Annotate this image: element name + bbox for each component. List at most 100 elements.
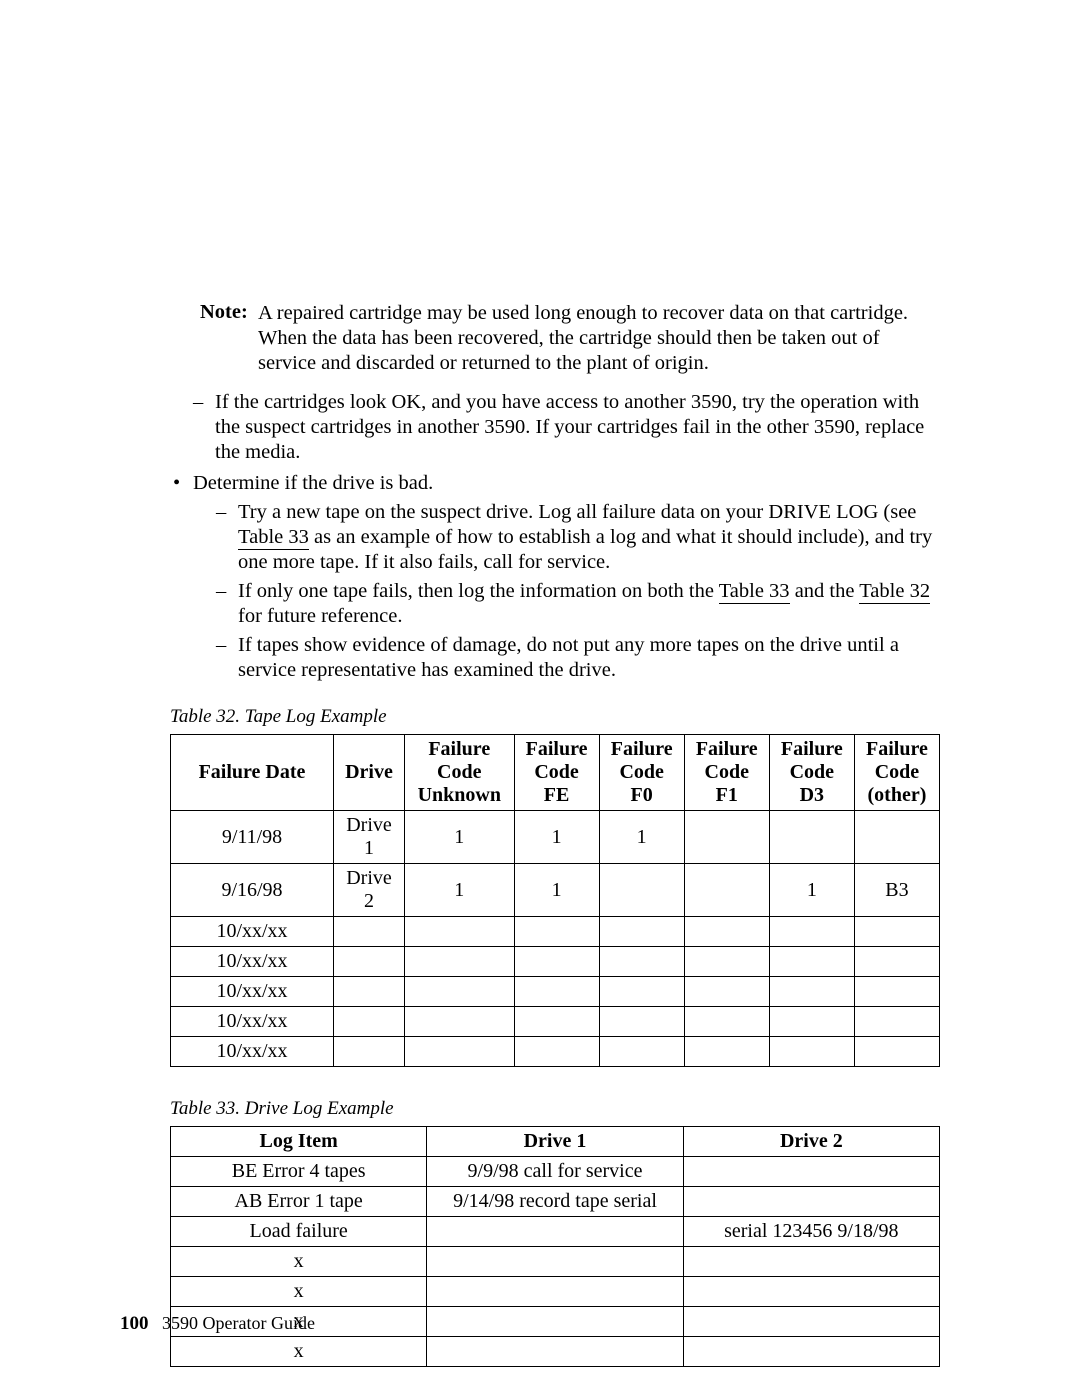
table-32-caption: Table 32. Tape Log Example — [170, 705, 940, 728]
link-table-33[interactable]: Table 33 — [719, 580, 790, 604]
table-cell — [599, 977, 684, 1007]
table-33-caption: Table 33. Drive Log Example — [170, 1097, 940, 1120]
col-drive-1: Drive 1 — [427, 1127, 683, 1157]
table-row: 10/xx/xx — [171, 1007, 940, 1037]
table-cell: B3 — [854, 864, 939, 917]
table-cell — [427, 1307, 683, 1337]
table-cell — [683, 1277, 939, 1307]
note-block: Note: A repaired cartridge may be used l… — [200, 300, 940, 376]
dash-item: Try a new tape on the suspect drive. Log… — [216, 500, 940, 575]
table-cell: x — [171, 1277, 427, 1307]
table-cell: Load failure — [171, 1217, 427, 1247]
table-cell — [854, 947, 939, 977]
page: Note: A repaired cartridge may be used l… — [0, 0, 1080, 1397]
table-cell — [514, 1007, 599, 1037]
table-cell — [334, 947, 405, 977]
table-cell: Drive2 — [334, 864, 405, 917]
table-cell — [514, 917, 599, 947]
col-other: FailureCode(other) — [854, 735, 939, 811]
dash-item: If the cartridges look OK, and you have … — [193, 390, 940, 465]
table-cell — [769, 1037, 854, 1067]
table-cell — [854, 811, 939, 864]
col-failure-date: Failure Date — [171, 735, 334, 811]
table-cell — [769, 1007, 854, 1037]
table-header-row: Failure Date Drive FailureCodeUnknown Fa… — [171, 735, 940, 811]
table-cell — [683, 1187, 939, 1217]
dash-item: If only one tape fails, then log the inf… — [216, 579, 940, 629]
table-row: 10/xx/xx — [171, 947, 940, 977]
table-row: 10/xx/xx — [171, 1037, 940, 1067]
table-cell — [405, 947, 515, 977]
table-cell — [684, 947, 769, 977]
table-cell — [599, 864, 684, 917]
col-d3: FailureCodeD3 — [769, 735, 854, 811]
table-cell: 10/xx/xx — [171, 1037, 334, 1067]
note-text: A repaired cartridge may be used long en… — [258, 301, 940, 376]
table-cell — [334, 1037, 405, 1067]
table-header-row: Log Item Drive 1 Drive 2 — [171, 1127, 940, 1157]
table-row: 9/11/98Drive1111 — [171, 811, 940, 864]
table-cell — [427, 1247, 683, 1277]
table-row: 9/16/98Drive2111B3 — [171, 864, 940, 917]
table-cell — [514, 947, 599, 977]
table-cell: 10/xx/xx — [171, 977, 334, 1007]
table-cell — [854, 977, 939, 1007]
col-log-item: Log Item — [171, 1127, 427, 1157]
page-footer: 100 3590 Operator Guide — [120, 1312, 315, 1335]
table-row: x — [171, 1337, 940, 1367]
bullet-text: Determine if the drive is bad. — [193, 472, 433, 494]
page-number: 100 — [120, 1313, 149, 1334]
table-cell: 1 — [514, 864, 599, 917]
table-cell — [334, 917, 405, 947]
table-cell: 1 — [599, 811, 684, 864]
table-cell — [405, 977, 515, 1007]
table-cell: 9/14/98 record tape serial — [427, 1187, 683, 1217]
table-cell — [405, 1037, 515, 1067]
table-cell: 1 — [769, 864, 854, 917]
col-f0: FailureCodeF0 — [599, 735, 684, 811]
table-32: Failure Date Drive FailureCodeUnknown Fa… — [170, 734, 940, 1067]
table-cell: Drive1 — [334, 811, 405, 864]
table-cell — [769, 811, 854, 864]
table-cell — [684, 917, 769, 947]
table-cell — [599, 1007, 684, 1037]
link-table-33[interactable]: Table 33 — [238, 526, 309, 550]
table-cell — [683, 1247, 939, 1277]
table-row: AB Error 1 tape9/14/98 record tape seria… — [171, 1187, 940, 1217]
table-row: x — [171, 1277, 940, 1307]
table-cell — [854, 1007, 939, 1037]
link-table-32[interactable]: Table 32 — [859, 580, 930, 604]
table-cell: 10/xx/xx — [171, 947, 334, 977]
table-row: 10/xx/xx — [171, 977, 940, 1007]
table-cell: x — [171, 1337, 427, 1367]
table-cell — [683, 1307, 939, 1337]
text: for future reference. — [238, 605, 402, 627]
table-cell — [334, 1007, 405, 1037]
text: as an example of how to establish a log … — [238, 526, 932, 573]
col-drive: Drive — [334, 735, 405, 811]
table-cell — [683, 1337, 939, 1367]
table-cell — [405, 917, 515, 947]
text: If only one tape fails, then log the inf… — [238, 580, 719, 602]
table-cell: 10/xx/xx — [171, 917, 334, 947]
table-cell: AB Error 1 tape — [171, 1187, 427, 1217]
table-cell — [684, 864, 769, 917]
table-cell — [684, 1037, 769, 1067]
dash-text: If the cartridges look OK, and you have … — [215, 391, 924, 463]
table-row: 10/xx/xx — [171, 917, 940, 947]
col-drive-2: Drive 2 — [683, 1127, 939, 1157]
table-cell — [334, 977, 405, 1007]
table-cell — [854, 917, 939, 947]
table-cell — [514, 1037, 599, 1067]
table-cell — [769, 917, 854, 947]
table-cell: x — [171, 1247, 427, 1277]
table-row: x — [171, 1247, 940, 1277]
table-cell — [514, 977, 599, 1007]
table-cell — [405, 1007, 515, 1037]
table-row: BE Error 4 tapes9/9/98 call for service — [171, 1157, 940, 1187]
table-cell — [599, 1037, 684, 1067]
table-cell — [599, 947, 684, 977]
table-cell — [427, 1217, 683, 1247]
note-label: Note: — [200, 301, 248, 323]
text: Try a new tape on the suspect drive. Log… — [238, 501, 916, 523]
